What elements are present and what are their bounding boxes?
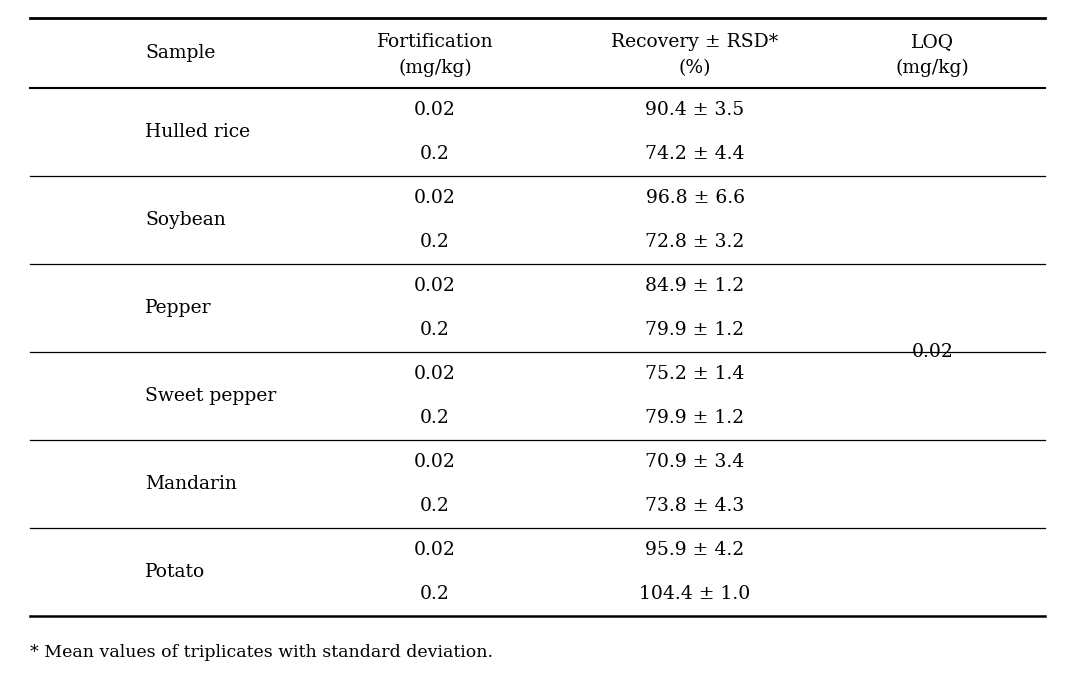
Text: 0.2: 0.2	[420, 409, 450, 427]
Text: 75.2 ± 1.4: 75.2 ± 1.4	[645, 365, 745, 383]
Text: 79.9 ± 1.2: 79.9 ± 1.2	[645, 321, 745, 339]
Text: 0.2: 0.2	[420, 497, 450, 515]
Text: 0.2: 0.2	[420, 145, 450, 163]
Text: * Mean values of triplicates with standard deviation.: * Mean values of triplicates with standa…	[30, 644, 493, 661]
Text: 0.02: 0.02	[414, 277, 456, 295]
Text: Fortification: Fortification	[376, 33, 493, 51]
Text: 104.4 ± 1.0: 104.4 ± 1.0	[640, 585, 750, 603]
Text: Pepper: Pepper	[145, 299, 212, 317]
Text: 74.2 ± 4.4: 74.2 ± 4.4	[645, 145, 745, 163]
Text: 84.9 ± 1.2: 84.9 ± 1.2	[645, 277, 745, 295]
Text: 95.9 ± 4.2: 95.9 ± 4.2	[645, 541, 745, 559]
Text: Mandarin: Mandarin	[145, 475, 236, 493]
Text: 0.2: 0.2	[420, 585, 450, 603]
Text: 72.8 ± 3.2: 72.8 ± 3.2	[645, 233, 745, 251]
Text: 0.2: 0.2	[420, 233, 450, 251]
Text: (mg/kg): (mg/kg)	[895, 59, 970, 77]
Text: Recovery ± RSD*: Recovery ± RSD*	[612, 33, 778, 51]
Text: 0.02: 0.02	[414, 453, 456, 471]
Text: (%): (%)	[678, 59, 712, 77]
Text: 0.02: 0.02	[414, 365, 456, 383]
Text: 0.2: 0.2	[420, 321, 450, 339]
Text: 73.8 ± 4.3: 73.8 ± 4.3	[645, 497, 745, 515]
Text: Potato: Potato	[145, 563, 205, 581]
Text: 0.02: 0.02	[414, 541, 456, 559]
Text: (mg/kg): (mg/kg)	[398, 59, 472, 77]
Text: 70.9 ± 3.4: 70.9 ± 3.4	[645, 453, 745, 471]
Text: 0.02: 0.02	[414, 101, 456, 119]
Text: 0.02: 0.02	[912, 343, 954, 361]
Text: 79.9 ± 1.2: 79.9 ± 1.2	[645, 409, 745, 427]
Text: 0.02: 0.02	[414, 189, 456, 207]
Text: Soybean: Soybean	[145, 211, 226, 229]
Text: LOQ: LOQ	[911, 33, 954, 51]
Text: Sample: Sample	[145, 44, 215, 62]
Text: 90.4 ± 3.5: 90.4 ± 3.5	[645, 101, 745, 119]
Text: Sweet pepper: Sweet pepper	[145, 387, 276, 405]
Text: Hulled rice: Hulled rice	[145, 123, 250, 141]
Text: 96.8 ± 6.6: 96.8 ± 6.6	[645, 189, 745, 207]
